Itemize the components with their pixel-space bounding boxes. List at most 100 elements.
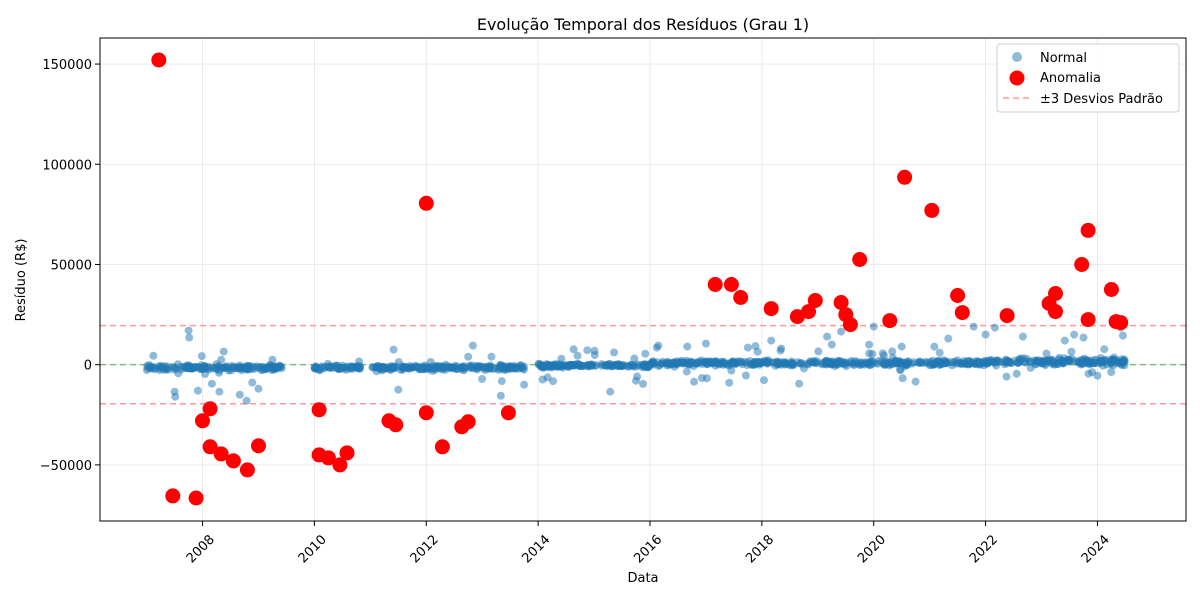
- normal-point: [941, 359, 950, 368]
- normal-point: [760, 376, 768, 385]
- normal-point: [399, 363, 408, 372]
- anomaly-point: [151, 52, 167, 68]
- anomaly-point: [418, 405, 434, 421]
- normal-point: [606, 387, 615, 396]
- normal-point: [597, 360, 606, 369]
- anomaly-point: [434, 439, 450, 455]
- anomaly-point: [311, 402, 327, 418]
- normal-point: [850, 359, 859, 368]
- normal-point: [641, 349, 650, 358]
- anomaly-point: [882, 313, 898, 329]
- normal-point: [944, 334, 953, 343]
- normal-point: [677, 356, 686, 365]
- normal-point: [1093, 371, 1102, 380]
- normal-point: [763, 358, 772, 366]
- normal-point: [898, 374, 907, 383]
- anomaly-point: [801, 304, 816, 320]
- normal-point: [1002, 372, 1011, 381]
- normal-point: [583, 346, 592, 355]
- normal-point: [767, 336, 776, 345]
- normal-point: [490, 364, 499, 373]
- normal-point: [394, 385, 403, 394]
- normal-point: [721, 359, 730, 368]
- y-tick-label: 50000: [51, 258, 92, 273]
- normal-point: [487, 352, 496, 361]
- anomaly-point: [733, 290, 749, 305]
- normal-point: [933, 357, 942, 366]
- normal-point: [915, 357, 924, 366]
- normal-point: [1070, 330, 1079, 339]
- normal-point: [549, 377, 558, 386]
- anomaly-point: [999, 308, 1015, 324]
- normal-point: [865, 340, 874, 349]
- anomaly-point: [213, 446, 229, 462]
- normal-point: [557, 354, 566, 363]
- normal-point: [823, 332, 832, 341]
- normal-point: [432, 362, 441, 371]
- anomaly-point: [1048, 304, 1063, 320]
- normal-point: [164, 365, 173, 374]
- normal-point: [236, 363, 245, 372]
- normal-point: [961, 359, 969, 368]
- anomaly-points: [151, 52, 1129, 506]
- anomaly-point: [320, 450, 336, 466]
- normal-point: [185, 333, 194, 342]
- normal-point: [482, 363, 491, 372]
- normal-point: [537, 361, 546, 370]
- anomaly-point: [897, 169, 913, 185]
- normal-point: [149, 351, 158, 360]
- normal-point: [573, 351, 582, 360]
- normal-point: [923, 359, 932, 367]
- normal-point: [1055, 353, 1064, 362]
- normal-point: [270, 362, 279, 371]
- anomaly-point: [1080, 312, 1096, 328]
- anomaly-point: [332, 457, 348, 473]
- normal-point: [468, 341, 477, 350]
- normal-point: [1001, 358, 1010, 367]
- anomaly-point: [339, 445, 355, 461]
- normal-point: [865, 349, 874, 358]
- normal-point: [1100, 345, 1109, 354]
- normal-point: [741, 371, 750, 380]
- anomaly-point: [202, 439, 218, 455]
- normal-point: [623, 362, 632, 371]
- normal-point: [217, 355, 226, 364]
- normal-point: [511, 364, 519, 373]
- normal-point: [834, 356, 842, 365]
- normal-point: [497, 364, 506, 373]
- normal-point: [242, 396, 251, 405]
- normal-point: [207, 379, 216, 388]
- normal-point: [1042, 349, 1051, 358]
- normal-point: [277, 364, 286, 373]
- anomaly-point: [239, 462, 255, 478]
- anomaly-point: [460, 414, 476, 430]
- normal-point: [1018, 332, 1027, 341]
- normal-point: [980, 356, 989, 365]
- normal-point: [197, 352, 206, 361]
- normal-point: [146, 364, 155, 373]
- normal-point: [171, 392, 180, 401]
- normal-point: [254, 384, 263, 393]
- normal-point: [248, 378, 257, 387]
- anomaly-point: [707, 277, 723, 292]
- normal-point: [252, 362, 261, 371]
- normal-point: [1098, 361, 1107, 370]
- anomaly-point: [388, 417, 404, 433]
- normal-point: [1120, 355, 1128, 364]
- normal-point: [837, 327, 846, 336]
- anomaly-point: [1074, 257, 1090, 272]
- normal-point: [173, 360, 182, 369]
- legend-box: [996, 43, 1180, 113]
- normal-point: [702, 374, 711, 383]
- normal-point: [193, 386, 202, 395]
- normal-point: [569, 345, 578, 354]
- legend-normal-marker: [1012, 52, 1022, 62]
- normal-point: [1026, 363, 1035, 372]
- anomaly-point: [418, 195, 434, 211]
- normal-point: [1060, 336, 1069, 345]
- anomaly-point: [950, 288, 966, 303]
- normal-point: [235, 390, 244, 399]
- anomaly-point: [1080, 222, 1096, 238]
